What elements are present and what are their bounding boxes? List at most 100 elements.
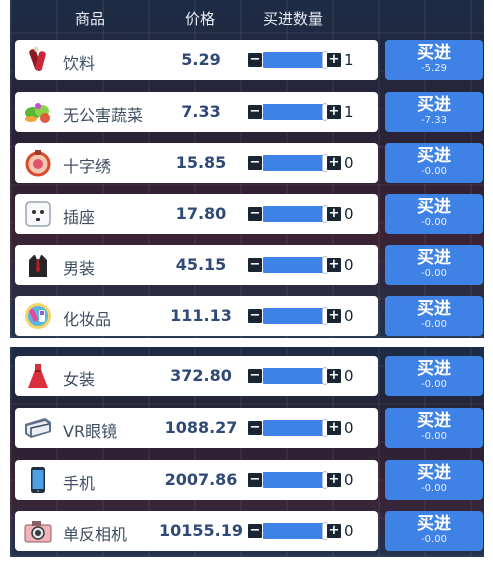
buy-button[interactable]: 买进 -0.00 — [385, 143, 483, 183]
goods-name: 单反相机 — [63, 525, 128, 544]
buy-button-label: 买进 — [417, 43, 451, 63]
buy-cost: -0.00 — [421, 217, 447, 228]
buy-cost: -5.29 — [421, 63, 447, 74]
buy-button-label: 买进 — [417, 146, 451, 166]
goods-card: 无公害蔬菜 7.33 − +1 — [15, 92, 378, 132]
buy-cost: -0.00 — [421, 483, 447, 494]
buy-button[interactable]: 买进 -0.00 — [385, 194, 483, 234]
goods-row: 饮料 5.29 − +1 买进 -5.29 — [15, 40, 483, 80]
qty-decrease-button[interactable]: − — [248, 523, 262, 538]
goods-card: 十字绣 15.85 − +0 — [15, 143, 378, 183]
qty-decrease-button[interactable]: − — [248, 308, 262, 323]
buy-button[interactable]: 买进 -0.00 — [385, 511, 483, 551]
qty-increase-button[interactable]: + — [327, 155, 341, 170]
goods-card: 化妆品 111.13 − +0 — [15, 296, 378, 336]
goods-panel-bottom: 女装 372.80− +0 买进 -0.00 VR眼镜 1088.27− +0 买进 -0.00 手… — [10, 347, 484, 557]
buy-button-label: 买进 — [417, 95, 451, 115]
vr-glasses-icon — [23, 413, 53, 443]
qty-value: 0 — [344, 367, 354, 385]
goods-name: 插座 — [63, 208, 96, 227]
buy-button-label: 买进 — [417, 411, 451, 431]
goods-panel-top: 商品 价格 买进数量 饮料 5.29− +1 买进 -5.29 无公害蔬菜 7.33− +1 买… — [10, 0, 484, 338]
header-name: 商品 — [75, 10, 106, 28]
qty-slider[interactable] — [263, 103, 328, 121]
goods-name: 无公害蔬菜 — [63, 106, 144, 125]
goods-card: 单反相机 10155.19− +0 — [15, 511, 378, 551]
qty-increase-button[interactable]: + — [327, 104, 341, 119]
qty-decrease-button[interactable]: − — [248, 104, 262, 119]
goods-name: 女装 — [63, 370, 96, 389]
qty-decrease-button[interactable]: − — [248, 368, 262, 383]
qty-slider[interactable] — [263, 367, 328, 385]
goods-name: VR眼镜 — [63, 422, 118, 441]
buy-button[interactable]: 买进 -0.00 — [385, 408, 483, 448]
phone-icon — [23, 465, 53, 495]
goods-card: 女装 372.80 − +0 — [15, 356, 378, 396]
goods-row: 插座 17.80 − +0 买进 -0.00 — [15, 194, 483, 234]
goods-name: 手机 — [63, 474, 96, 493]
goods-price: 372.80 — [170, 366, 232, 385]
qty-value: 0 — [344, 522, 354, 540]
qty-slider[interactable] — [263, 51, 328, 69]
goods-price: 45.15 — [175, 255, 227, 274]
qty-slider[interactable] — [263, 154, 328, 172]
goods-price: 15.85 — [175, 153, 227, 172]
buy-button[interactable]: 买进 -0.00 — [385, 245, 483, 285]
qty-value: 0 — [344, 307, 354, 325]
qty-increase-button[interactable]: + — [327, 472, 341, 487]
cross-stitch-icon — [23, 148, 53, 178]
buy-cost: -7.33 — [421, 115, 447, 126]
goods-price: 1088.27 — [164, 418, 238, 437]
vegetable-icon — [23, 97, 53, 127]
qty-increase-button[interactable]: + — [327, 420, 341, 435]
goods-row: 单反相机 10155.19− +0 买进 -0.00 — [15, 511, 483, 551]
qty-slider[interactable] — [263, 522, 328, 540]
qty-increase-button[interactable]: + — [327, 523, 341, 538]
table-header: 商品 价格 买进数量 — [10, 0, 484, 34]
header-qty: 买进数量 — [263, 10, 324, 28]
qty-decrease-button[interactable]: − — [248, 420, 262, 435]
goods-price: 2007.86 — [164, 470, 238, 489]
buy-cost: -0.00 — [421, 166, 447, 177]
qty-slider[interactable] — [263, 419, 328, 437]
qty-decrease-button[interactable]: − — [248, 257, 262, 272]
buy-button[interactable]: 买进 -0.00 — [385, 356, 483, 396]
buy-button-label: 买进 — [417, 463, 451, 483]
qty-value: 0 — [344, 205, 354, 223]
socket-icon — [23, 199, 53, 229]
buy-button[interactable]: 买进 -0.00 — [385, 460, 483, 500]
buy-cost: -0.00 — [421, 534, 447, 545]
buy-button[interactable]: 买进 -7.33 — [385, 92, 483, 132]
buy-cost: -0.00 — [421, 379, 447, 390]
qty-slider[interactable] — [263, 205, 328, 223]
qty-increase-button[interactable]: + — [327, 308, 341, 323]
dress-icon — [23, 361, 53, 391]
buy-button[interactable]: 买进 -5.29 — [385, 40, 483, 80]
qty-increase-button[interactable]: + — [327, 206, 341, 221]
goods-row: 手机 2007.86− +0 买进 -0.00 — [15, 460, 483, 500]
qty-slider[interactable] — [263, 256, 328, 274]
goods-card: VR眼镜 1088.27− +0 — [15, 408, 378, 448]
qty-value: 0 — [344, 419, 354, 437]
qty-decrease-button[interactable]: − — [248, 52, 262, 67]
buy-cost: -0.00 — [421, 319, 447, 330]
cosmetics-icon — [23, 301, 53, 331]
qty-value: 1 — [344, 51, 354, 69]
qty-decrease-button[interactable]: − — [248, 472, 262, 487]
qty-value: 0 — [344, 154, 354, 172]
qty-decrease-button[interactable]: − — [248, 155, 262, 170]
qty-increase-button[interactable]: + — [327, 257, 341, 272]
qty-increase-button[interactable]: + — [327, 52, 341, 67]
buy-cost: -0.00 — [421, 268, 447, 279]
buy-button-label: 买进 — [417, 197, 451, 217]
goods-card: 男装 45.15 − +0 — [15, 245, 378, 285]
qty-slider[interactable] — [263, 307, 328, 325]
buy-button[interactable]: 买进 -0.00 — [385, 296, 483, 336]
goods-price: 5.29 — [181, 50, 221, 69]
qty-decrease-button[interactable]: − — [248, 206, 262, 221]
goods-row: 无公害蔬菜 7.33 − +1 买进 -7.33 — [15, 92, 483, 132]
header-price: 价格 — [185, 10, 216, 28]
goods-price: 10155.19 — [158, 521, 243, 540]
qty-increase-button[interactable]: + — [327, 368, 341, 383]
qty-slider[interactable] — [263, 471, 328, 489]
